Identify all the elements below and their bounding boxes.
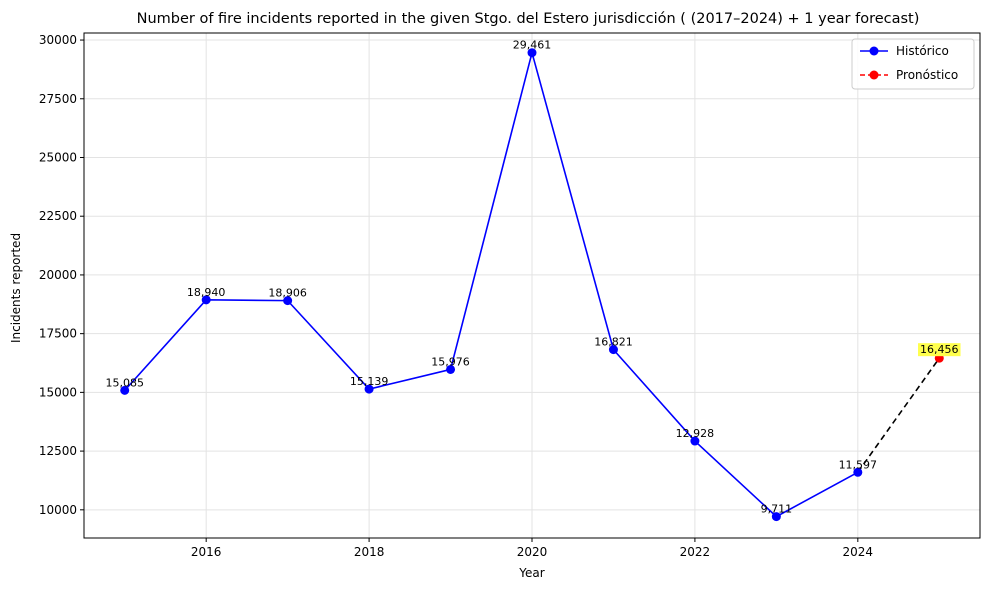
legend-marker-pronostico (869, 70, 879, 80)
y-tick-label: 10000 (39, 503, 77, 517)
historico-point (771, 512, 781, 522)
y-tick-label: 30000 (39, 33, 77, 47)
chart-title: Number of fire incidents reported in the… (137, 11, 920, 27)
x-tick-label: 2018 (354, 545, 385, 559)
historico-point (446, 364, 456, 374)
x-tick-label: 2020 (517, 545, 548, 559)
historico-line (124, 49, 859, 518)
grid-lines (84, 33, 980, 538)
legend: Histórico Pronóstico (851, 38, 975, 90)
x-axis-label: Year (518, 566, 544, 580)
y-tick-label: 22500 (39, 209, 77, 223)
historico-point (608, 345, 618, 355)
historico-data-label: 16,821 (594, 336, 633, 349)
historico-point (527, 48, 537, 58)
historico-point (853, 467, 863, 477)
x-tick-label: 2024 (843, 545, 874, 559)
historico-point (690, 436, 700, 446)
x-tick-label: 2022 (680, 545, 711, 559)
y-tick-label: 20000 (39, 268, 77, 282)
historico-data-label: 15,976 (431, 355, 470, 368)
y-axis-label: Incidents reported (9, 233, 23, 343)
y-tick-label: 15000 (39, 385, 77, 399)
historico-data-label: 18,906 (268, 287, 307, 300)
historico-data-label: 18,940 (187, 286, 226, 299)
y-tick-label: 27500 (39, 92, 77, 106)
historico-point (201, 295, 211, 305)
historico-data-label: 12,928 (676, 427, 715, 440)
historico-data-label: 29,461 (513, 39, 552, 52)
legend-label-historico: Histórico (896, 44, 949, 58)
plot-frame (83, 32, 981, 539)
forecast-connector-line (857, 357, 940, 473)
legend-marker-historico (869, 46, 879, 56)
axis-ticks: 2016 2018 2020 2022 2024 10000 12500 15000 17500… (39, 33, 873, 559)
historico-data-label: 11,597 (839, 458, 878, 471)
y-tick-label: 25000 (39, 150, 77, 164)
historico-point (120, 385, 130, 395)
y-tick-label: 12500 (39, 444, 77, 458)
historico-data-label: 9,711 (761, 503, 793, 516)
forecast-label-highlight (918, 343, 961, 357)
x-tick-label: 2016 (191, 545, 222, 559)
y-tick-label: 17500 (39, 327, 77, 341)
legend-label-pronostico: Pronóstico (896, 68, 958, 82)
historico-data-label: 15,139 (350, 375, 389, 388)
historico-point (364, 384, 374, 394)
data-labels: 15,085 18,940 18,906 15,139 15,976 29,461 16,8… (105, 39, 961, 516)
series-lines (124, 49, 940, 518)
pronostico-data-label: 16,456 (920, 343, 959, 356)
historico-point (283, 296, 293, 306)
historico-data-label: 15,085 (105, 376, 144, 389)
